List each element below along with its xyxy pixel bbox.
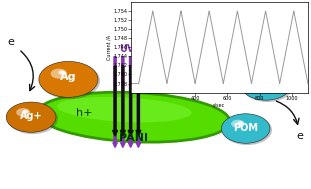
Text: e: e <box>297 131 304 141</box>
Text: Ag+: Ag+ <box>20 111 42 121</box>
Circle shape <box>242 71 293 102</box>
FancyArrow shape <box>136 57 141 147</box>
Text: h+: h+ <box>76 108 92 118</box>
Text: Ag: Ag <box>60 72 77 81</box>
FancyArrow shape <box>128 66 133 136</box>
Circle shape <box>39 61 98 97</box>
Circle shape <box>237 121 243 125</box>
Circle shape <box>6 102 56 132</box>
Circle shape <box>231 120 245 128</box>
X-axis label: s/sec: s/sec <box>213 102 225 108</box>
Circle shape <box>40 63 100 99</box>
Circle shape <box>16 108 30 117</box>
Text: PANI: PANI <box>119 133 148 143</box>
Text: POM: POM <box>253 79 278 89</box>
Circle shape <box>241 70 291 100</box>
Text: e: e <box>182 80 188 90</box>
Circle shape <box>222 115 272 145</box>
FancyArrow shape <box>128 57 133 147</box>
Circle shape <box>251 76 265 84</box>
Text: e: e <box>7 37 14 46</box>
Ellipse shape <box>57 97 192 122</box>
FancyArrow shape <box>120 66 125 136</box>
Circle shape <box>23 110 29 113</box>
FancyArrow shape <box>136 66 141 136</box>
Circle shape <box>58 70 65 75</box>
FancyArrow shape <box>113 66 118 136</box>
Ellipse shape <box>38 92 230 142</box>
Text: POM: POM <box>233 123 258 132</box>
Circle shape <box>258 77 263 81</box>
Text: UV: UV <box>119 44 135 54</box>
FancyArrow shape <box>113 57 117 147</box>
Circle shape <box>51 69 67 79</box>
Circle shape <box>7 103 58 134</box>
Circle shape <box>221 114 270 143</box>
Y-axis label: Current /A: Current /A <box>107 35 112 60</box>
FancyArrow shape <box>121 57 125 147</box>
